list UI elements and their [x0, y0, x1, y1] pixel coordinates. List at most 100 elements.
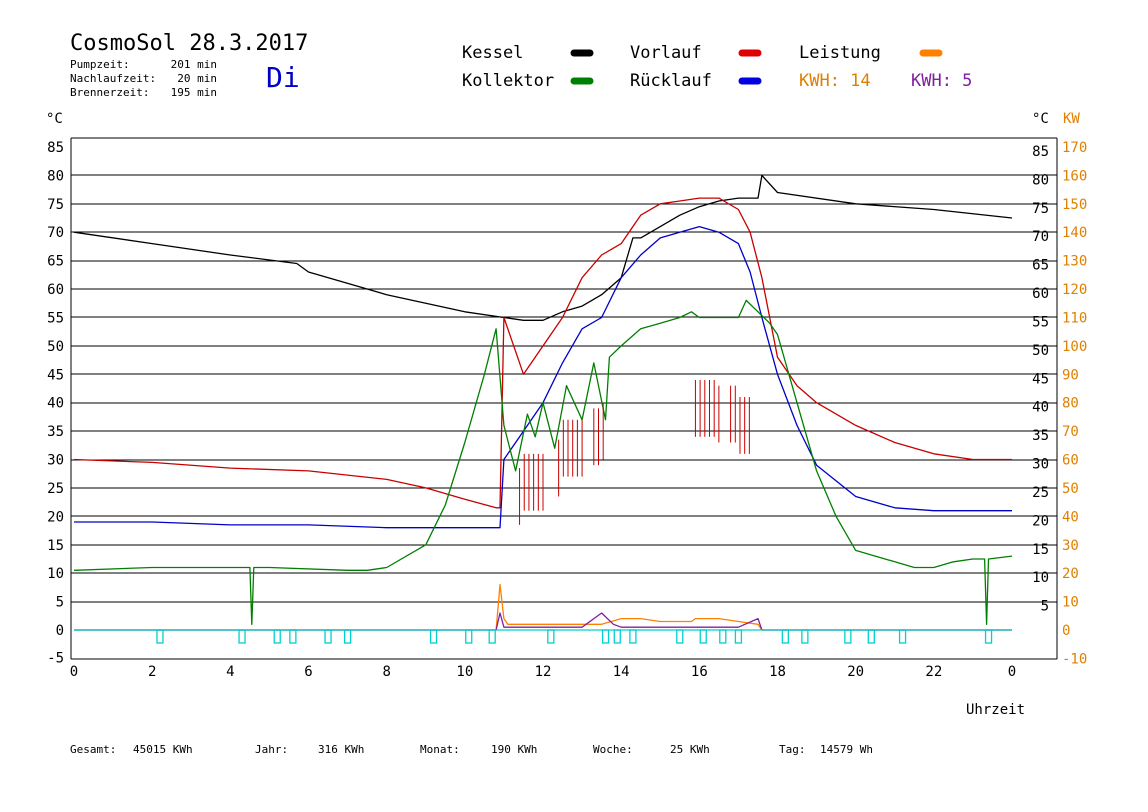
- series-kessel: [73, 174, 1013, 321]
- legend: Kessel Vorlauf Leistung Kollektor Rücklauf KW…: [462, 43, 972, 91]
- y-tick-left: 50: [47, 339, 64, 355]
- stat-value: 20 min: [177, 72, 217, 85]
- series-rcklauf: [74, 225, 1012, 529]
- y-tick-left: 45: [47, 367, 64, 383]
- x-tick: 0: [1008, 664, 1016, 680]
- total-label: Woche:: [593, 743, 633, 756]
- pump-marker: [238, 629, 246, 644]
- legend-label: Leistung: [799, 43, 881, 63]
- y-tick-kw: 40: [1062, 509, 1079, 525]
- total-label: Monat:: [420, 743, 460, 756]
- y-tick-right: 65: [1032, 258, 1049, 274]
- pump-marker: [324, 629, 332, 644]
- y-tick-kw: 30: [1062, 538, 1079, 554]
- y-tick-kw: 160: [1062, 168, 1087, 184]
- series-vorlauf: [73, 197, 1012, 509]
- y-tick-kw: 170: [1062, 140, 1087, 156]
- y-tick-kw: 0: [1062, 623, 1070, 639]
- total-value: 190 KWh: [491, 743, 537, 756]
- x-tick: 14: [613, 664, 630, 680]
- y-tick-kw: 80: [1062, 396, 1079, 412]
- y-tick-left: 60: [47, 282, 64, 298]
- total-value: 45015 KWh: [133, 743, 193, 756]
- y-tick-kw: -10: [1062, 651, 1087, 667]
- y-tick-left: 30: [47, 453, 64, 469]
- y-tick-left: 10: [47, 566, 64, 582]
- y-tick-right: 60: [1032, 286, 1049, 302]
- x-tick: 12: [535, 664, 552, 680]
- y-tick-right: 30: [1032, 457, 1049, 473]
- y-tick-right: 75: [1032, 201, 1049, 217]
- y-unit-right: °C: [1032, 111, 1049, 127]
- y-tick-left: 75: [47, 197, 64, 213]
- pump-marker: [844, 629, 852, 644]
- x-tick: 4: [226, 664, 234, 680]
- total-label: Jahr:: [255, 743, 288, 756]
- pump-marker: [273, 629, 281, 644]
- y-tick-left: 15: [47, 538, 64, 554]
- kwh-label: KWH: 14: [799, 71, 871, 91]
- legend-label: Kollektor: [462, 71, 554, 91]
- y-tick-left: 80: [47, 168, 64, 184]
- series-leistung: [74, 583, 1012, 631]
- pump-marker: [547, 629, 555, 644]
- y-tick-right: 25: [1032, 485, 1049, 501]
- y-tick-kw: 120: [1062, 282, 1087, 298]
- pump-marker: [465, 629, 473, 644]
- y-tick-kw: 20: [1062, 566, 1079, 582]
- legend-label: Kessel: [462, 43, 523, 63]
- x-tick: 16: [691, 664, 708, 680]
- pump-marker: [867, 629, 875, 644]
- y-tick-kw: 90: [1062, 367, 1079, 383]
- stat-label: Brennerzeit:: [70, 86, 149, 99]
- stat-label: Pumpzeit:: [70, 58, 130, 71]
- y-tick-left: 85: [47, 140, 64, 156]
- pump-marker: [289, 629, 297, 644]
- y-tick-left: 70: [47, 225, 64, 241]
- pump-marker: [984, 629, 993, 644]
- pump-marker: [719, 629, 727, 644]
- pump-marker: [734, 629, 743, 644]
- pump-marker: [781, 629, 789, 644]
- header-stats: Pumpzeit: 201 min Nachlaufzeit: 20 min Brenn…: [70, 58, 217, 99]
- total-value: 14579 Wh: [820, 743, 873, 756]
- stat-label: Nachlaufzeit:: [70, 72, 156, 85]
- y-tick-right: 45: [1032, 371, 1049, 387]
- total-value: 316 KWh: [318, 743, 364, 756]
- y-tick-kw: 70: [1062, 424, 1079, 440]
- x-axis-label: Uhrzeit: [966, 702, 1025, 718]
- pump-marker: [156, 629, 164, 644]
- y-tick-right: 85: [1032, 144, 1049, 160]
- y-tick-kw: 10: [1062, 595, 1079, 611]
- x-tick: 10: [456, 664, 473, 680]
- pump-marker: [429, 629, 438, 644]
- pump-markers: [156, 629, 993, 644]
- stat-value: 201 min: [171, 58, 217, 71]
- legend-label: Vorlauf: [630, 43, 702, 63]
- y-tick-kw: 60: [1062, 453, 1079, 469]
- pump-marker: [801, 629, 809, 644]
- y-tick-right: 55: [1032, 314, 1049, 330]
- pump-marker: [699, 629, 707, 644]
- y-tick-left: 35: [47, 424, 64, 440]
- stat-value: 195 min: [171, 86, 217, 99]
- total-label: Gesamt:: [70, 743, 116, 756]
- x-tick: 20: [847, 664, 864, 680]
- total-label: Tag:: [779, 743, 806, 756]
- kwh-label: KWH: 5: [911, 71, 972, 91]
- y-unit-left: °C: [46, 111, 63, 127]
- y-tick-left: 5: [56, 595, 64, 611]
- grid: [70, 137, 1058, 660]
- series-lines: [73, 174, 1013, 631]
- y-tick-left: 20: [47, 509, 64, 525]
- y-tick-kw: 130: [1062, 254, 1087, 270]
- y-tick-right: 80: [1032, 172, 1049, 188]
- series-kollektor: [73, 299, 1013, 625]
- y-tick-right: 50: [1032, 343, 1049, 359]
- x-tick: 8: [382, 664, 390, 680]
- x-tick: 6: [304, 664, 312, 680]
- day-label: Di: [266, 61, 300, 94]
- pump-marker: [488, 629, 496, 644]
- y-tick-right: 15: [1032, 542, 1049, 558]
